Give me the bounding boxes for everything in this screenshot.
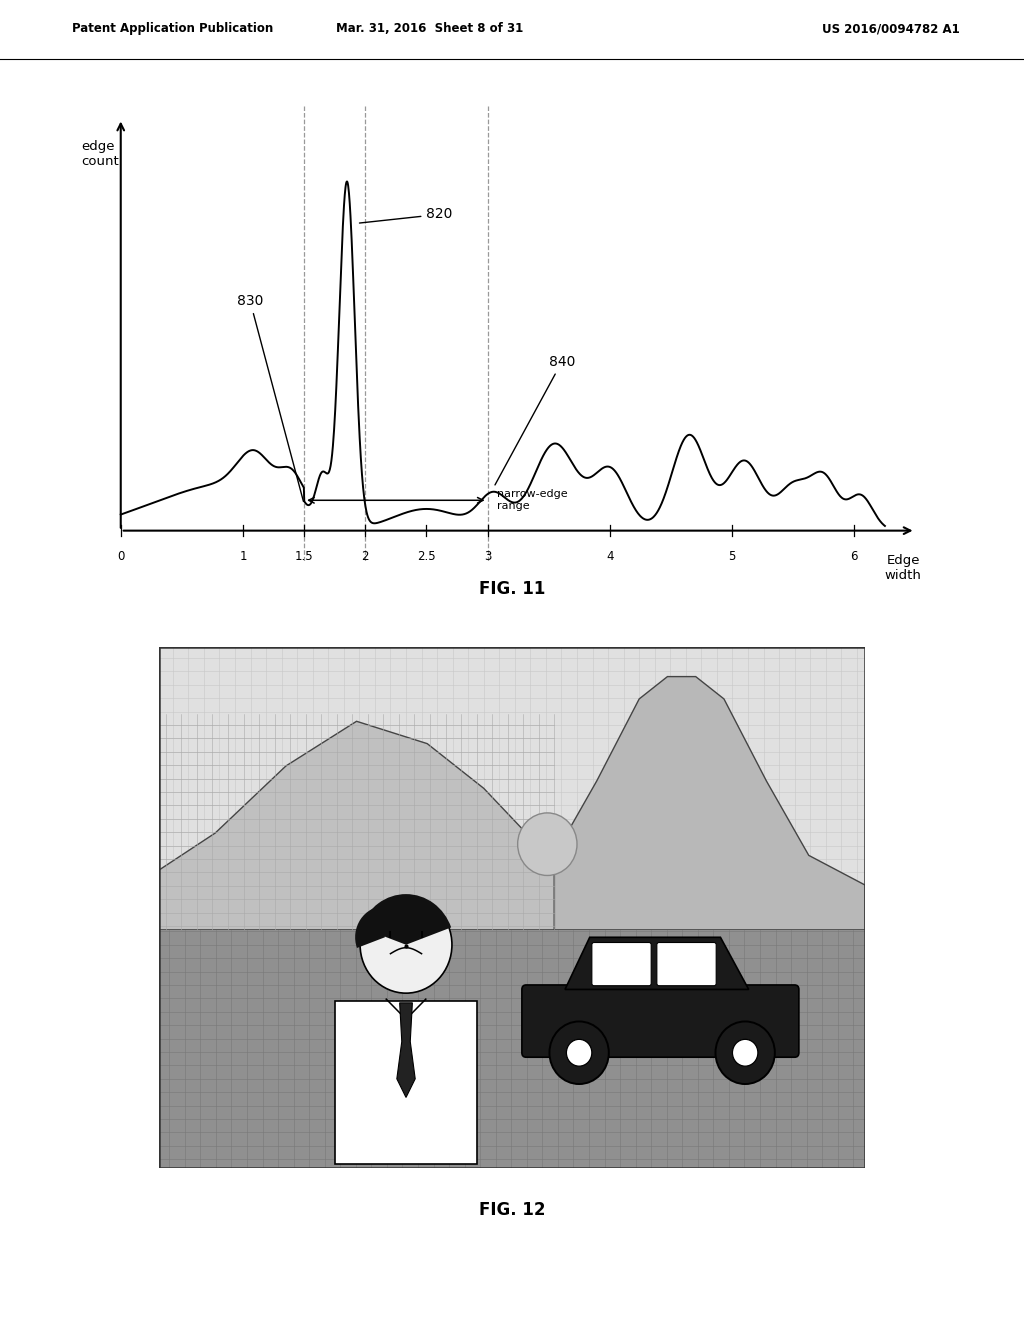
Text: 1.5: 1.5 xyxy=(295,550,313,564)
Text: Mar. 31, 2016  Sheet 8 of 31: Mar. 31, 2016 Sheet 8 of 31 xyxy=(337,22,523,36)
Text: Edge
width: Edge width xyxy=(885,554,922,582)
Text: US 2016/0094782 A1: US 2016/0094782 A1 xyxy=(822,22,959,36)
Text: 3: 3 xyxy=(484,550,492,564)
Circle shape xyxy=(518,813,577,875)
Text: 840: 840 xyxy=(495,355,575,484)
Text: 0: 0 xyxy=(117,550,125,564)
FancyBboxPatch shape xyxy=(592,942,651,986)
Text: 2.5: 2.5 xyxy=(417,550,436,564)
Circle shape xyxy=(732,1039,758,1067)
Wedge shape xyxy=(355,906,385,948)
Text: edge
count: edge count xyxy=(82,140,120,168)
Circle shape xyxy=(550,1022,609,1084)
Text: 830: 830 xyxy=(237,294,303,502)
Text: 820: 820 xyxy=(359,207,453,223)
Text: FIG. 11: FIG. 11 xyxy=(479,579,545,598)
Text: 4: 4 xyxy=(606,550,613,564)
Polygon shape xyxy=(397,1003,415,1097)
Text: 2: 2 xyxy=(361,550,369,564)
Text: FIG. 12: FIG. 12 xyxy=(479,1201,545,1220)
Wedge shape xyxy=(360,894,452,945)
Bar xyxy=(336,1001,477,1164)
Circle shape xyxy=(566,1039,592,1067)
Polygon shape xyxy=(159,721,554,929)
Circle shape xyxy=(360,896,452,993)
Bar xyxy=(159,929,865,1168)
FancyBboxPatch shape xyxy=(522,985,799,1057)
Polygon shape xyxy=(565,937,749,990)
FancyBboxPatch shape xyxy=(656,942,716,986)
Text: 1: 1 xyxy=(240,550,247,564)
Text: 6: 6 xyxy=(851,550,858,564)
Text: narrow-edge
range: narrow-edge range xyxy=(498,490,568,511)
Polygon shape xyxy=(554,677,865,929)
Bar xyxy=(159,647,865,929)
Circle shape xyxy=(716,1022,775,1084)
Text: Patent Application Publication: Patent Application Publication xyxy=(72,22,273,36)
Text: 5: 5 xyxy=(728,550,736,564)
